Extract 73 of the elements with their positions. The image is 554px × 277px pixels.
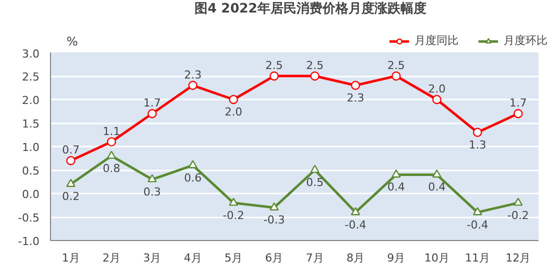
data-label: -0.4: [466, 218, 488, 232]
point: [188, 160, 198, 168]
x-tick-label: 7月: [306, 252, 324, 264]
x-tick-label: 3月: [143, 252, 162, 264]
y-tick-label: 2.5: [22, 70, 40, 84]
point: [188, 80, 198, 90]
x-tick-label: 8月: [346, 252, 364, 264]
x-tick-label: 1月: [62, 252, 80, 264]
point: [432, 169, 442, 178]
data-label: 0.5: [306, 176, 324, 189]
data-label: 2.5: [387, 59, 405, 72]
y-tick-label: -1.0: [18, 235, 40, 248]
point: [392, 169, 401, 178]
data-label: 1.7: [143, 96, 161, 110]
y-tick-label: 1.0: [22, 141, 40, 154]
point: [228, 94, 238, 104]
chart-title: 图4 2022年居民消费价格月度涨跌幅度: [194, 0, 426, 16]
data-label: 2.0: [224, 106, 242, 118]
point: [148, 109, 157, 118]
data-label: 2.3: [184, 68, 202, 82]
x-tick-label: 6月: [265, 252, 284, 264]
point: [310, 71, 320, 81]
data-label: -0.3: [263, 214, 285, 227]
data-label: 2.5: [306, 59, 324, 72]
x-tick-label: 9月: [387, 252, 406, 264]
data-label: 0.3: [143, 185, 161, 198]
y-tick-label: 2.0: [22, 94, 40, 107]
point: [66, 156, 76, 166]
y-tick-label: 0.0: [22, 188, 40, 201]
data-label: 2.0: [428, 82, 446, 96]
y-tick-label: 3.0: [22, 48, 40, 60]
data-label: -0.4: [344, 218, 366, 232]
y-axis-title: %: [66, 34, 78, 48]
point: [472, 128, 482, 137]
data-label: -0.2: [222, 208, 244, 222]
data-label: 0.6: [184, 171, 202, 184]
point: [392, 71, 401, 81]
point: [350, 80, 360, 90]
y-tick-label: 0.5: [22, 164, 40, 178]
y-tick-label: 1.5: [22, 118, 40, 130]
data-label: -0.2: [507, 208, 529, 222]
x-tick-label: 4月: [184, 252, 202, 264]
point: [350, 207, 360, 216]
data-label: 2.3: [346, 91, 364, 104]
point: [310, 164, 320, 173]
x-tick-label: 12月: [506, 252, 531, 264]
point: [472, 207, 482, 216]
data-label: 1.7: [509, 96, 527, 110]
data-label: 0.4: [387, 180, 405, 194]
data-label: 1.1: [102, 124, 120, 138]
point: [106, 150, 116, 159]
point: [270, 202, 279, 211]
legend-label: 月度同比: [414, 33, 458, 48]
point: [148, 174, 157, 182]
point: [66, 178, 76, 188]
data-label: 2.5: [265, 59, 283, 72]
point: [432, 94, 442, 104]
point: [514, 109, 523, 118]
y-tick-label: -0.5: [18, 212, 40, 224]
data-label: 0.7: [62, 144, 80, 157]
x-tick-label: 2月: [102, 252, 120, 264]
point: [514, 198, 523, 206]
data-label: 0.4: [428, 180, 446, 194]
point: [228, 198, 238, 206]
x-tick-label: 5月: [224, 252, 242, 264]
point: [270, 71, 279, 81]
data-label: 0.8: [102, 162, 120, 175]
point: [106, 137, 116, 146]
data-label: 0.2: [62, 190, 80, 204]
x-tick-label: 11月: [465, 252, 490, 264]
data-label: 1.3: [468, 138, 486, 152]
x-tick-label: 10月: [424, 252, 450, 264]
legend-label: 月度环比: [503, 33, 548, 48]
